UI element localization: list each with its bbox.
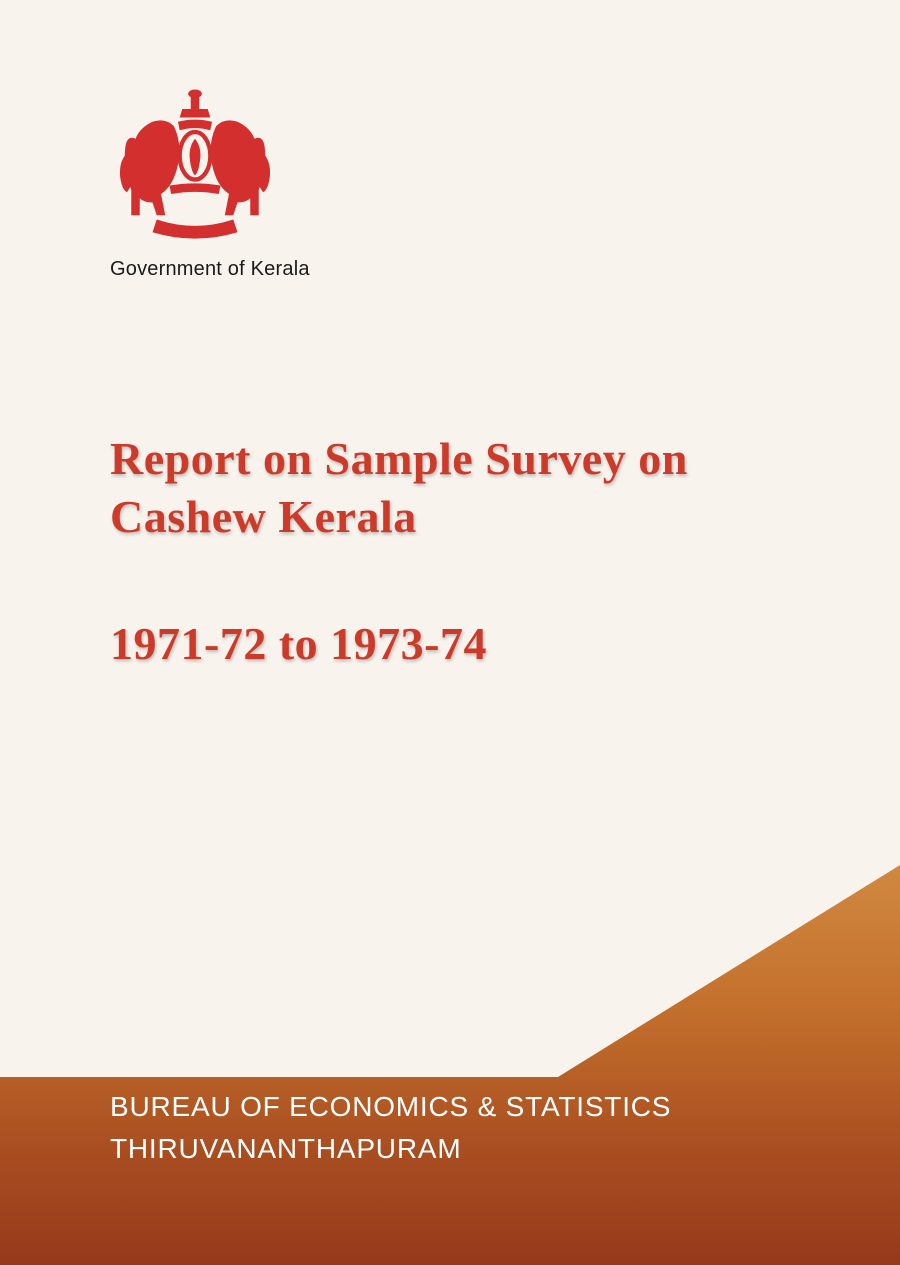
footer-text: BUREAU OF ECONOMICS & STATISTICS THIRUVA… bbox=[110, 1086, 671, 1170]
bureau-name: BUREAU OF ECONOMICS & STATISTICS bbox=[110, 1086, 671, 1128]
header-section: Government of Kerala bbox=[110, 75, 310, 281]
kerala-emblem-icon bbox=[110, 75, 280, 245]
government-label: Government of Kerala bbox=[110, 258, 310, 281]
bureau-location: THIRUVANANTHAPURAM bbox=[110, 1128, 671, 1170]
footer-band bbox=[0, 865, 900, 1265]
date-range: 1971-72 to 1973-74 bbox=[110, 617, 830, 670]
title-block: Report on Sample Survey on Cashew Kerala… bbox=[110, 430, 830, 670]
report-title: Report on Sample Survey on Cashew Kerala bbox=[110, 430, 830, 545]
